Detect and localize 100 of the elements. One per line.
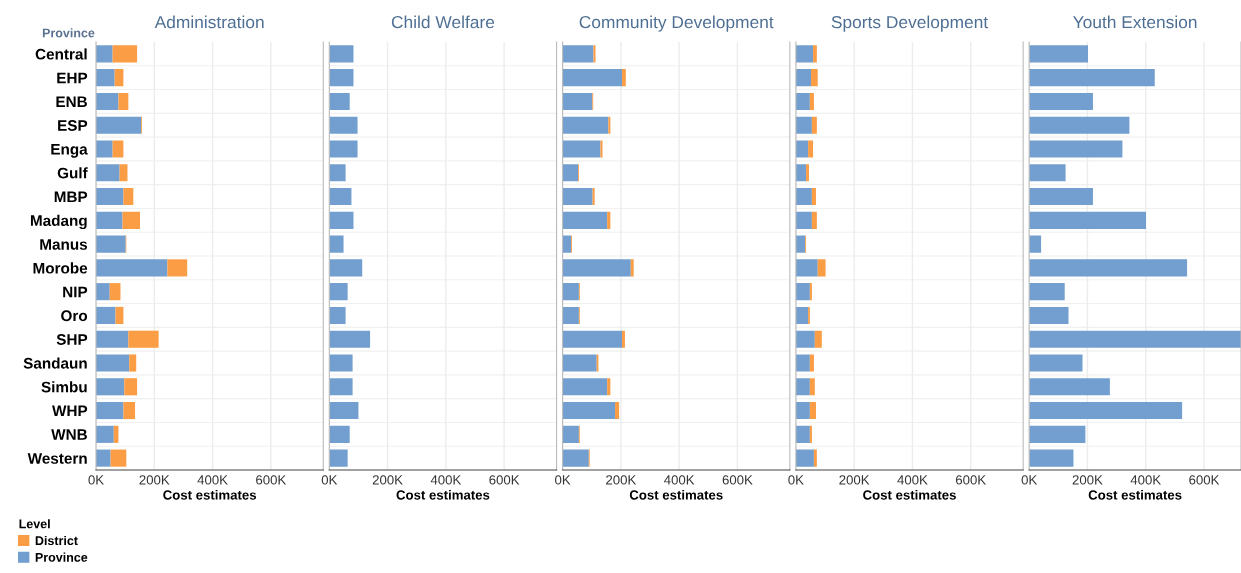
y-axis-title: Province bbox=[42, 28, 95, 38]
bar bbox=[96, 211, 123, 229]
bar bbox=[809, 378, 815, 396]
bar bbox=[96, 402, 124, 420]
bar bbox=[329, 69, 354, 87]
bar bbox=[1029, 425, 1086, 443]
bar bbox=[814, 330, 822, 348]
x-tick-label: 400K bbox=[197, 475, 228, 485]
bar bbox=[329, 330, 371, 348]
bar bbox=[329, 283, 348, 301]
x-tick-label: 0K bbox=[1021, 475, 1038, 485]
bar bbox=[128, 330, 159, 348]
bar bbox=[562, 354, 597, 372]
y-tick-label: Central bbox=[35, 48, 87, 60]
y-tick-label: Morobe bbox=[33, 262, 88, 274]
bar bbox=[96, 306, 116, 324]
bar bbox=[615, 402, 620, 420]
bar bbox=[811, 116, 817, 134]
bar bbox=[562, 164, 579, 182]
y-tick-label: WHP bbox=[52, 405, 88, 417]
bar bbox=[96, 45, 113, 63]
y-tick-label: Enga bbox=[51, 143, 88, 158]
bar bbox=[562, 69, 623, 87]
y-tick-label: ESP bbox=[58, 120, 88, 131]
legend-title: Level bbox=[19, 519, 50, 529]
x-tick-label: 0K bbox=[88, 475, 104, 485]
bar bbox=[96, 69, 115, 87]
bar bbox=[1029, 188, 1093, 206]
x-tick-label: 600K bbox=[256, 475, 287, 485]
bar bbox=[811, 69, 818, 87]
bar bbox=[600, 140, 603, 158]
bar bbox=[96, 354, 130, 372]
bar bbox=[1029, 92, 1093, 110]
y-tick-label: Madang bbox=[30, 214, 87, 230]
x-tick-label: 600K bbox=[955, 475, 986, 485]
bar bbox=[562, 306, 579, 324]
bar bbox=[114, 69, 124, 87]
bar bbox=[123, 188, 134, 206]
bar bbox=[96, 235, 126, 253]
bar bbox=[813, 449, 817, 467]
y-tick-label: NIP bbox=[63, 286, 88, 298]
bar bbox=[795, 283, 810, 301]
bar bbox=[1029, 330, 1241, 348]
y-tick-label: EHP bbox=[57, 72, 88, 84]
bar bbox=[592, 188, 595, 206]
bar bbox=[329, 188, 352, 206]
bar bbox=[96, 116, 142, 134]
y-tick-label: SHP bbox=[56, 334, 88, 345]
bar bbox=[562, 188, 593, 206]
bar bbox=[329, 306, 346, 324]
bar bbox=[1029, 235, 1042, 253]
x-tick-label: 400K bbox=[430, 475, 462, 485]
bar bbox=[795, 402, 810, 420]
chart-title: Administration bbox=[154, 15, 264, 29]
chart-title: Sports Development bbox=[831, 15, 989, 32]
bar bbox=[607, 211, 611, 229]
bar bbox=[809, 283, 812, 301]
bar bbox=[329, 211, 354, 229]
x-tick-label: 400K bbox=[897, 475, 928, 485]
bar bbox=[329, 164, 346, 182]
x-tick-label: 0K bbox=[555, 475, 571, 485]
bar bbox=[622, 330, 625, 348]
bar bbox=[96, 449, 111, 467]
bar bbox=[1029, 378, 1110, 396]
bar bbox=[329, 425, 350, 443]
bar bbox=[96, 330, 129, 348]
bar bbox=[122, 211, 140, 229]
bar bbox=[96, 92, 119, 110]
bar bbox=[562, 449, 589, 467]
bar bbox=[112, 140, 124, 158]
bar bbox=[112, 45, 138, 63]
x-axis-title: Cost estimates bbox=[1088, 489, 1182, 500]
bar bbox=[795, 378, 810, 396]
bar bbox=[795, 330, 815, 348]
bar bbox=[329, 140, 358, 158]
bar bbox=[329, 259, 363, 277]
bar bbox=[817, 259, 826, 277]
chart-title: Child Welfare bbox=[391, 15, 495, 29]
bar bbox=[329, 45, 354, 63]
bar bbox=[593, 45, 596, 63]
bar bbox=[1029, 116, 1130, 134]
bar bbox=[562, 330, 623, 348]
bar bbox=[562, 45, 594, 63]
bar bbox=[607, 378, 611, 396]
y-tick-label: Western bbox=[27, 453, 87, 464]
x-tick-label: 600K bbox=[1189, 475, 1220, 485]
x-tick-label: 600K bbox=[489, 475, 520, 485]
y-tick-label: Gulf bbox=[57, 167, 88, 179]
bar bbox=[809, 402, 816, 420]
x-tick-label: 200K bbox=[1072, 475, 1103, 485]
bar bbox=[809, 92, 814, 110]
x-tick-label: 0K bbox=[321, 475, 338, 485]
bar bbox=[329, 92, 350, 110]
bar bbox=[809, 354, 814, 372]
bar bbox=[811, 188, 816, 206]
legend-label: Province bbox=[35, 552, 88, 562]
bar bbox=[795, 45, 814, 63]
bar bbox=[96, 425, 114, 443]
y-tick-label: WNB bbox=[51, 429, 87, 440]
bar bbox=[329, 235, 344, 253]
